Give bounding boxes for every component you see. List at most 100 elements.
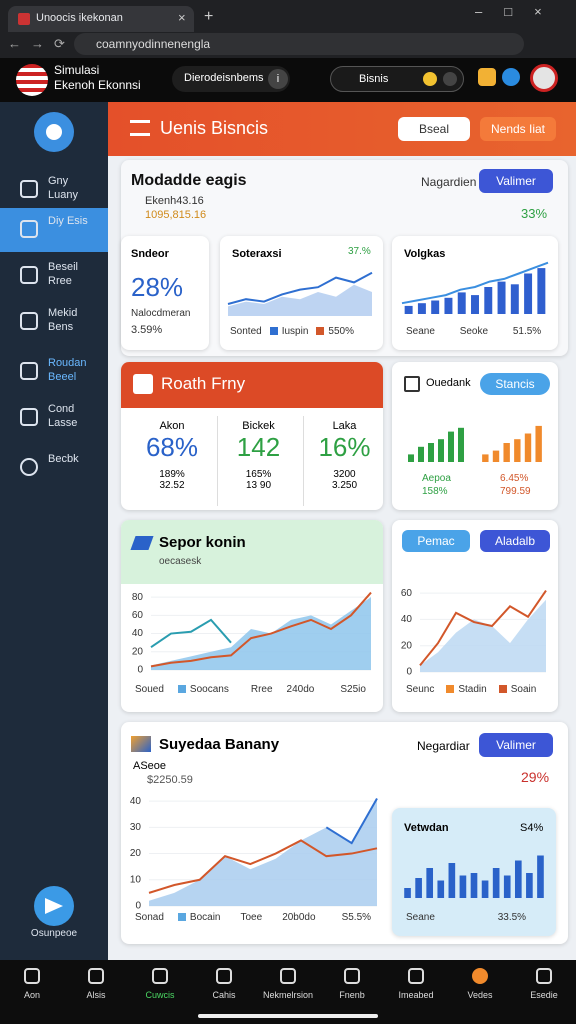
checkbox[interactable] [404, 376, 420, 392]
section-pill[interactable]: Dierodeisnbems i [172, 66, 290, 92]
stat-label: Bickek [242, 420, 275, 432]
bar [481, 880, 489, 898]
nav-label: Nekmelrsion [262, 990, 313, 1000]
bar [459, 875, 467, 898]
compare-left-text: Aepoa 158% [422, 472, 451, 498]
avatar[interactable] [530, 64, 558, 92]
tab-close[interactable]: × [178, 10, 186, 25]
search-label: Bisnis [359, 73, 389, 85]
nav-icon [280, 968, 296, 984]
nav-item[interactable]: Esedie [512, 962, 576, 1012]
growth-stat: Akon 68% 189% 32.52 [131, 416, 213, 506]
app-header: Simulasi Ekenoh Ekonnsi Dierodeisnbems i … [0, 58, 576, 102]
nav-item[interactable]: Imeabed [384, 962, 448, 1012]
sidebar-item[interactable]: Roudan Beeel [0, 350, 108, 394]
tab[interactable]: Unoocis ikekonan × [8, 6, 194, 32]
text: 158% [422, 486, 448, 497]
filter-label: Negardiar [417, 739, 470, 753]
search-pill[interactable]: Bisnis [330, 66, 464, 92]
legend-label: Toee [240, 912, 263, 923]
banner-button-1[interactable]: Bseal [398, 117, 470, 141]
line [401, 261, 549, 305]
sidebar-item[interactable]: Beseil Rree [0, 254, 108, 298]
y-tick-label: 0 [135, 901, 141, 910]
sidebar-item[interactable]: Mekid Bens [0, 300, 108, 344]
sales-chart: 0 20 40 60 80 [132, 592, 372, 674]
nav-item[interactable]: Alsis [64, 962, 128, 1012]
compare-button[interactable]: Stancis [480, 373, 550, 395]
stat-label: Akon [159, 420, 185, 432]
address-bar[interactable]: coamnyodinnenengla [74, 33, 524, 55]
window-controls[interactable]: –□× [475, 4, 564, 19]
filter-button[interactable]: Valimer [479, 733, 553, 757]
sidebar-item[interactable]: Cond Lasse [0, 396, 108, 440]
text: 6.45% [500, 473, 529, 484]
nav-item[interactable]: Nekmelrsion [256, 962, 320, 1012]
sidebar-logo[interactable] [34, 112, 74, 152]
bar [438, 439, 444, 462]
stat-value: 142 [236, 432, 281, 462]
bar [428, 443, 434, 462]
bar [426, 868, 434, 898]
telegram-button[interactable] [34, 886, 74, 926]
legend-label: S25io [340, 684, 366, 695]
stat-line-2: 32.52 [159, 480, 185, 491]
nav-item[interactable]: Aon [0, 962, 64, 1012]
bar [482, 454, 489, 462]
legend-label: Bocain [189, 912, 221, 923]
sidebar-item[interactable]: Becbk [0, 446, 108, 490]
sidebar-item[interactable]: Gny Luany [0, 168, 108, 212]
legend-label: Sonted [230, 326, 262, 337]
stat-line-2: 3.250 [331, 480, 358, 491]
legend-label: 33.5% [497, 912, 527, 923]
sidebar-item[interactable]: Diy Esis [0, 208, 108, 252]
line [148, 839, 378, 894]
y-tick-label: 80 [132, 592, 144, 603]
bar [492, 450, 500, 462]
side-chart-card: Pemac Aladalb 0 20 40 60 Seunc Stadin Soain [392, 520, 558, 712]
compare-chart-right [482, 425, 542, 462]
trend-legend: Sonted Iuspin 550% [230, 326, 354, 337]
banner-button-2[interactable]: Nends Iiat [480, 117, 556, 141]
side-button-1[interactable]: Pemac [402, 530, 470, 552]
nav-icon [536, 968, 552, 984]
side-button-2[interactable]: Aladalb [480, 530, 550, 552]
nav-item[interactable]: Cahis [192, 962, 256, 1012]
sidebar-icon [20, 312, 38, 330]
y-tick-label: 40 [130, 796, 142, 807]
summary-line-1: ASeoe [133, 760, 167, 772]
nav-buttons[interactable]: ←→⟳ [8, 36, 75, 51]
bar [524, 273, 533, 314]
nav-item[interactable]: Fnenb [320, 962, 384, 1012]
bar [524, 433, 532, 462]
sales-title: Sepor konin [159, 534, 246, 551]
stat-label: Laka [332, 420, 357, 432]
sidebar-label: Roudan Beeel [48, 357, 87, 383]
nav-item[interactable]: Vedes [448, 962, 512, 1012]
bar [535, 425, 542, 462]
side-chart: 0 20 40 60 [401, 588, 547, 676]
url: coamnyodinnenengla [96, 37, 211, 51]
sidebar-icon [20, 458, 38, 476]
area [228, 284, 372, 316]
y-tick-label: 60 [132, 610, 144, 621]
app-name-1: Simulasi [54, 63, 100, 77]
new-tab[interactable]: + [204, 8, 214, 25]
account-icon[interactable] [502, 68, 520, 86]
bar [418, 446, 424, 462]
toggle-icon [443, 72, 457, 86]
inner-title: Vetwdan [404, 822, 449, 834]
card-title: Modadde eagis [131, 172, 247, 189]
legend-label: Soain [510, 684, 537, 695]
puzzle-icon[interactable] [478, 68, 496, 86]
nav-label: Alsis [86, 990, 106, 1000]
filter-button[interactable]: Valimer [479, 169, 553, 193]
banner-title: Uenis Bisncis [160, 118, 269, 138]
growth-icon [133, 374, 153, 394]
bar [510, 284, 519, 314]
stat-card: Sndeor 28% Nalocdmeran 3.59% [121, 236, 209, 350]
nav-item[interactable]: Cuwcis [128, 962, 192, 1012]
bar [448, 863, 456, 898]
nav-icon [472, 968, 488, 984]
legend-label: Iuspin [281, 326, 309, 337]
